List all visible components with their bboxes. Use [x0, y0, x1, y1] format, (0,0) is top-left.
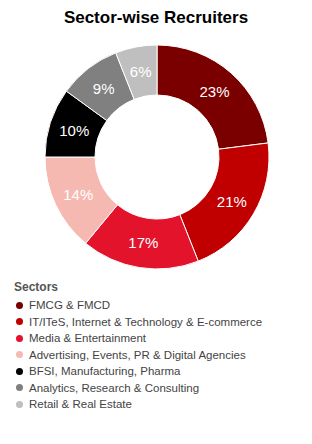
html-text:Media & Entertainment: Media & Entertainment [29, 332, 146, 345]
html-text:FMCG & FMCD: FMCG & FMCD [29, 299, 111, 312]
svg-text:14%: 14% [63, 186, 93, 203]
html-text:Analytics, Research & Consulti: Analytics, Research & Consulting [29, 381, 199, 394]
html-text:IT/ITeS, Internet & Technology: IT/ITeS, Internet & Technology & E-comme… [29, 315, 263, 328]
html-text:Retail & Real Estate: Retail & Real Estate [29, 398, 132, 411]
svg-text:10%: 10% [59, 122, 89, 139]
html-text:Sector-wise Recruiters: Sector-wise Recruiters [63, 8, 249, 27]
svg-text:17%: 17% [128, 234, 158, 251]
svg-text:9%: 9% [93, 80, 115, 97]
html-text:Sectors: Sectors [14, 280, 58, 294]
svg-text:23%: 23% [200, 83, 230, 100]
svg-text:6%: 6% [130, 63, 152, 80]
html-text:Advertising, Events, PR & Digi: Advertising, Events, PR & Digital Agenci… [29, 348, 246, 361]
svg-text:21%: 21% [217, 193, 247, 210]
html-text:BFSI, Manufacturing, Pharma: BFSI, Manufacturing, Pharma [29, 365, 181, 378]
